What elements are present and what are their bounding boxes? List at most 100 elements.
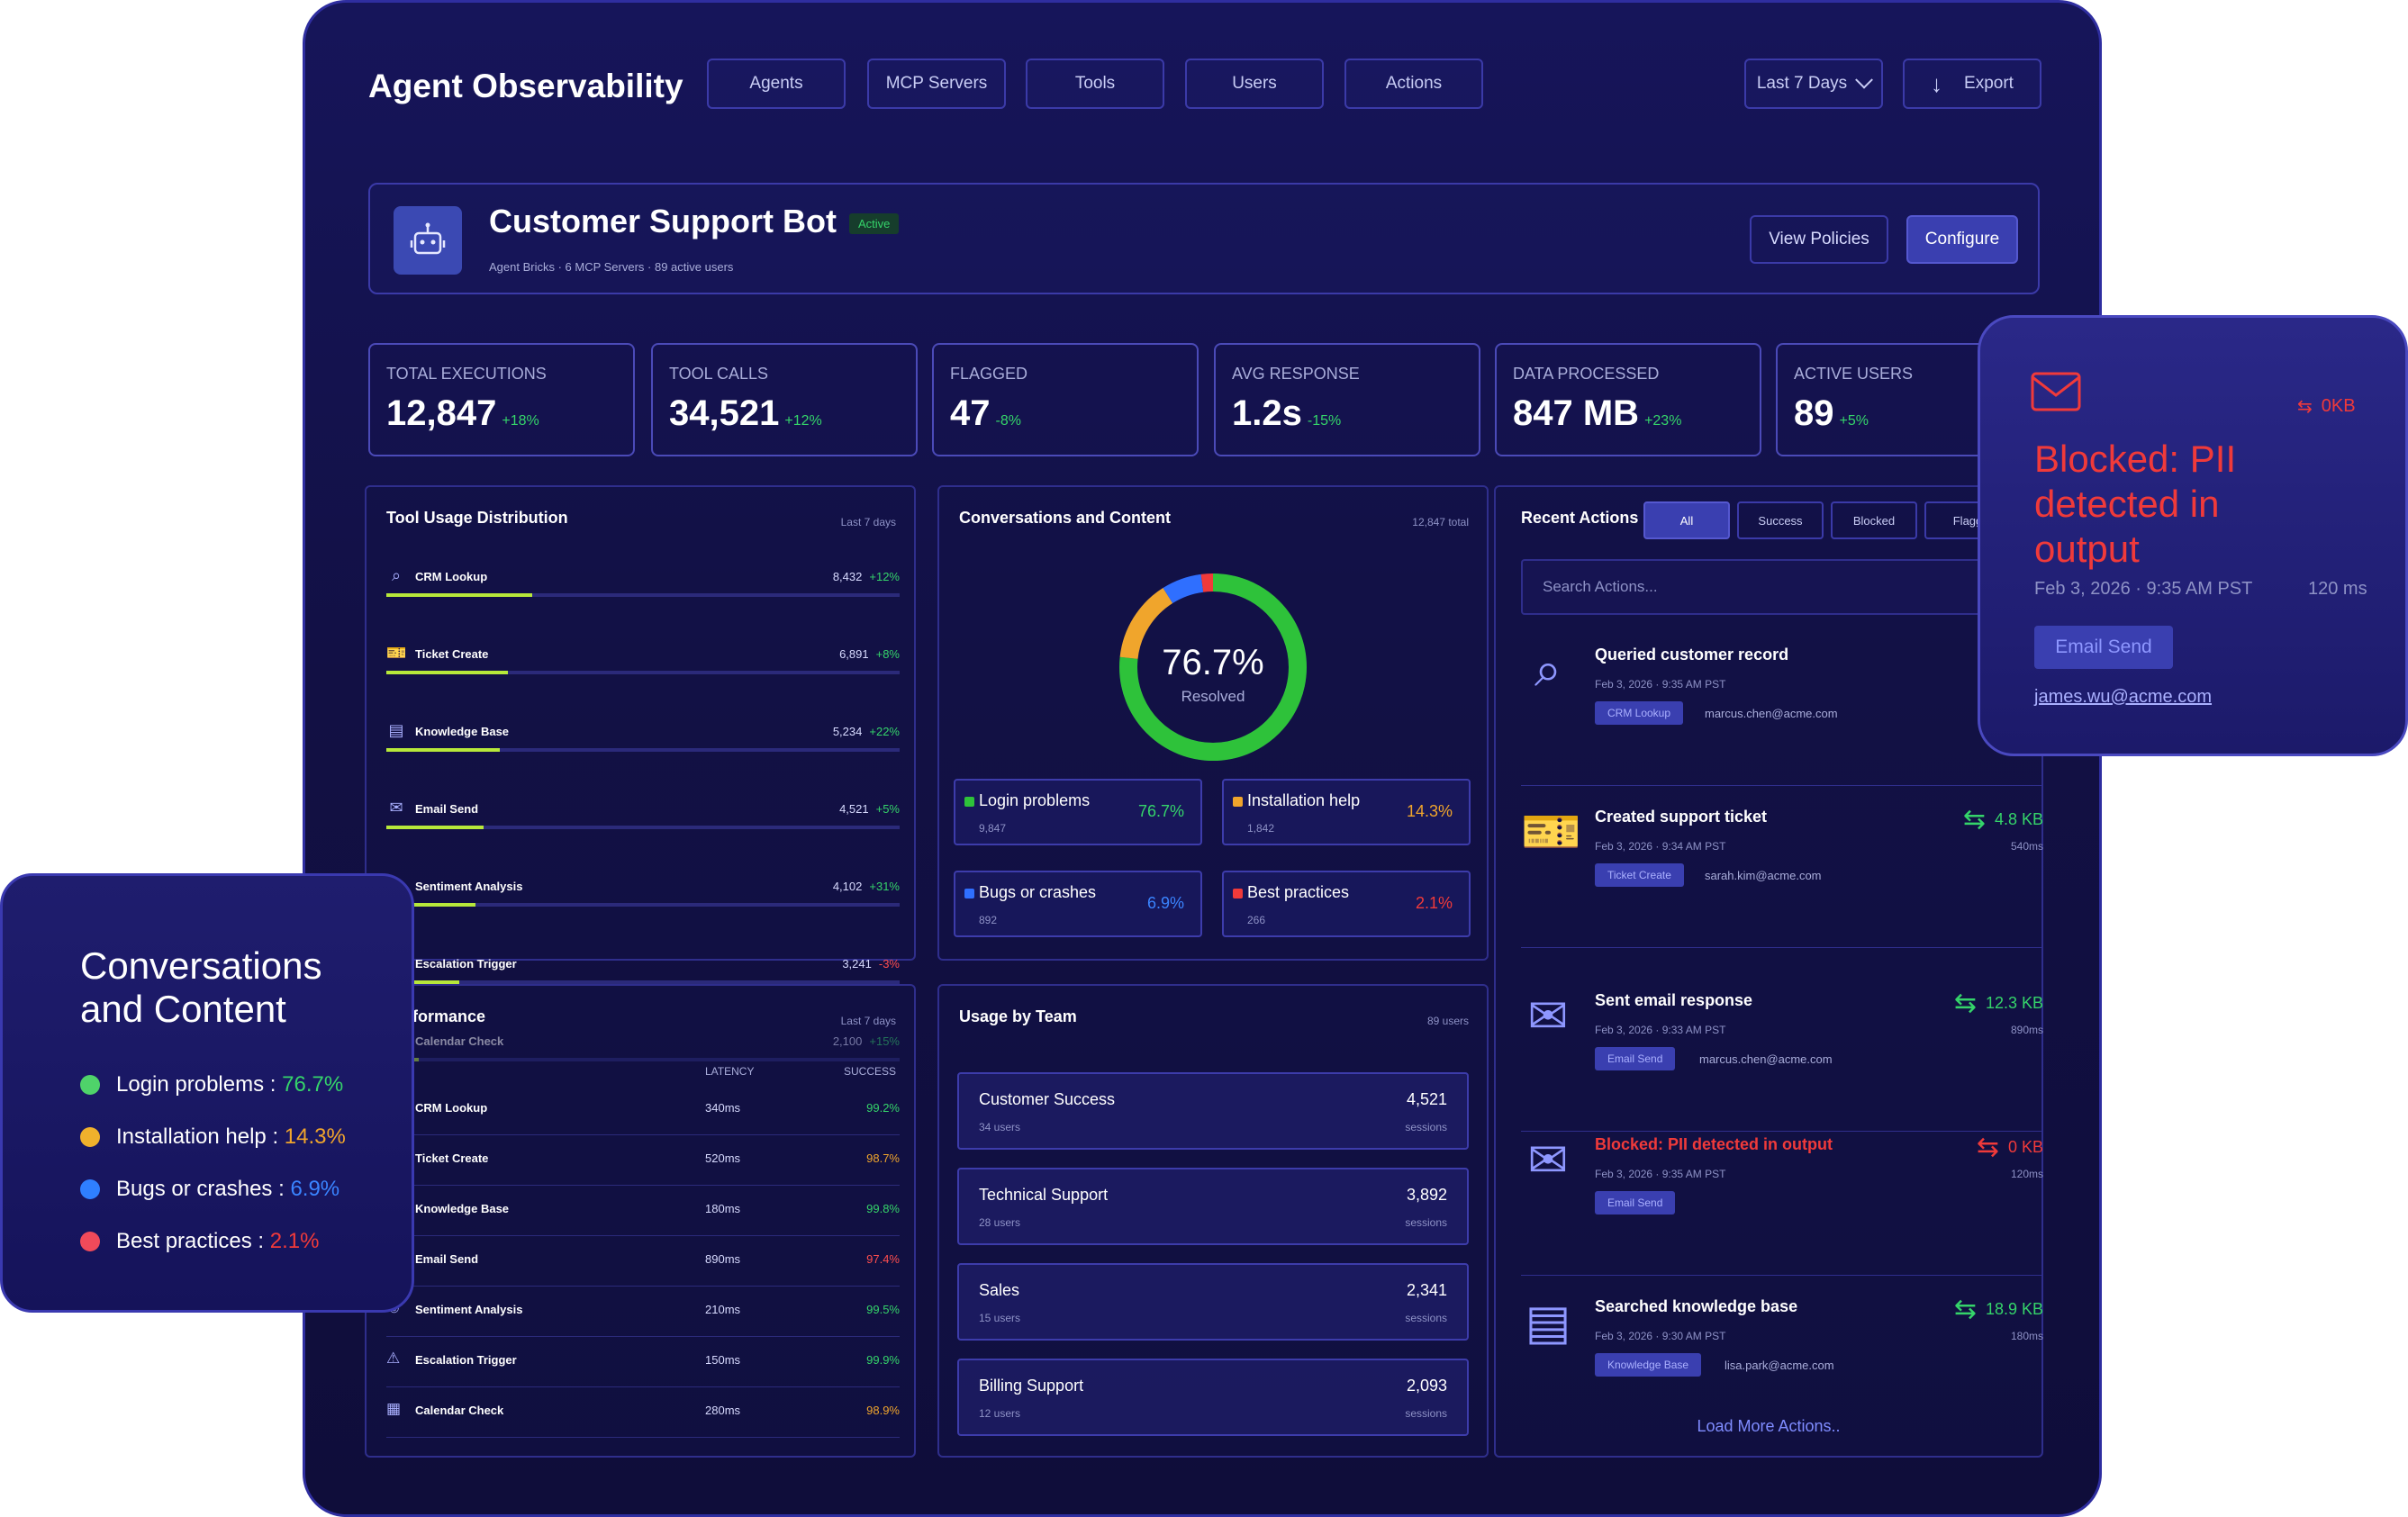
tool-count: 4,102 +31% bbox=[833, 880, 900, 893]
category-name: Bugs or crashes bbox=[979, 883, 1097, 901]
action-tool-tag[interactable]: Email Send bbox=[1595, 1191, 1676, 1215]
tool-count-value: 4,521 bbox=[839, 802, 869, 816]
team-card[interactable]: Technical Support 28 users 3,892 sessions bbox=[957, 1168, 1469, 1245]
tool-name: Ticket Create bbox=[415, 1151, 489, 1165]
filter-blocked-tab[interactable]: Blocked bbox=[1831, 501, 1917, 539]
category-card[interactable]: Best practices 266 2.1% bbox=[1222, 871, 1471, 937]
overlay-separator: : bbox=[264, 1072, 283, 1097]
filter-all-tab[interactable]: All bbox=[1643, 501, 1730, 539]
tool-latency: 520ms bbox=[705, 1151, 741, 1165]
search-icon: ⌕ bbox=[391, 566, 402, 584]
blocked-action-overlay: ⇆ 0KB Blocked: PII detected in output Fe… bbox=[1978, 315, 2408, 756]
overlay-category-percent: 2.1% bbox=[269, 1229, 320, 1253]
action-list-item[interactable]: 🎫 Created support ticket Feb 3, 2026 · 9:3… bbox=[1521, 786, 2043, 948]
tool-count-value: 8,432 bbox=[832, 570, 863, 583]
team-name: Sales bbox=[979, 1281, 1020, 1299]
metric-value: 12,847 bbox=[386, 393, 497, 433]
team-sessions-label: sessions bbox=[1405, 1312, 1447, 1324]
tool-name: Escalation Trigger bbox=[415, 957, 517, 971]
configure-button[interactable]: Configure bbox=[1906, 215, 2018, 264]
metric-total-executions: Total Executions 12,847 +18% bbox=[368, 343, 635, 456]
panel-total: 12,847 total bbox=[1412, 516, 1469, 528]
action-tool-tag[interactable]: Email Send bbox=[1595, 1047, 1676, 1070]
tool-latency: 890ms bbox=[705, 1252, 741, 1266]
tool-usage-row: ▤ Knowledge Base 5,234 +22% bbox=[386, 721, 900, 768]
export-button[interactable]: ↓ Export bbox=[1903, 59, 2041, 109]
action-data-size: ⇆ 0 KB bbox=[1977, 1132, 2043, 1163]
metric-value: 89 bbox=[1794, 393, 1834, 433]
blocked-user-link[interactable]: james.wu@acme.com bbox=[2034, 687, 2213, 707]
overlay-category-row: Installation help : 14.3% bbox=[80, 1124, 346, 1150]
swap-icon: ⇆ bbox=[1962, 805, 1986, 835]
metric-value: 1.2s bbox=[1232, 393, 1302, 433]
overlay-category-row: Best practices : 2.1% bbox=[80, 1229, 319, 1254]
agent-meta: Agent Bricks · 6 MCP Servers · 89 active… bbox=[489, 260, 734, 274]
overlay-category-name: Bugs or crashes bbox=[116, 1177, 273, 1201]
usage-bar-fill bbox=[386, 671, 508, 674]
tool-success-rate: 97.4% bbox=[866, 1252, 900, 1266]
blocked-time: Feb 3, 2026 · 9:35 AM PST bbox=[2034, 579, 2253, 599]
metric-value: 47 bbox=[950, 393, 991, 433]
action-tool-tag[interactable]: Ticket Create bbox=[1595, 863, 1684, 887]
book-icon: ▤ bbox=[388, 721, 404, 739]
metric-label: Active Users bbox=[1794, 365, 1914, 383]
action-user: marcus.chen@acme.com bbox=[1699, 1052, 1833, 1066]
nav-agents-button[interactable]: Agents bbox=[707, 59, 846, 109]
search-actions-input[interactable] bbox=[1523, 561, 2023, 613]
team-card[interactable]: Customer Success 34 users 4,521 sessions bbox=[957, 1072, 1469, 1150]
tool-name: Email Send bbox=[415, 802, 479, 816]
usage-bar-fill bbox=[386, 980, 459, 984]
overlay-title-line2: and Content bbox=[80, 988, 286, 1030]
action-tool-tag[interactable]: Knowledge Base bbox=[1595, 1353, 1702, 1377]
load-more-link[interactable]: Load More Actions.. bbox=[1697, 1417, 1841, 1435]
overlay-category-name: Login problems bbox=[116, 1072, 265, 1097]
tool-name: Sentiment Analysis bbox=[415, 880, 523, 893]
team-name: Billing Support bbox=[979, 1377, 1084, 1395]
category-card[interactable]: Login problems 9,847 76.7% bbox=[954, 779, 1202, 845]
nav-actions-button[interactable]: Actions bbox=[1344, 59, 1483, 109]
blocked-tool-tag[interactable]: Email Send bbox=[2034, 626, 2173, 669]
action-data-size: ⇆ 12.3 KB bbox=[1954, 988, 2043, 1019]
tool-usage-panel: Tool Usage Distribution Last 7 days ⌕ CRM… bbox=[365, 485, 916, 1061]
metric-change: +23% bbox=[1644, 413, 1682, 429]
tool-change: +8% bbox=[875, 647, 900, 661]
panel-title: Recent Actions bbox=[1521, 509, 1639, 527]
tool-success-rate: 99.9% bbox=[866, 1353, 900, 1367]
nav-tools-button[interactable]: Tools bbox=[1026, 59, 1164, 109]
filter-success-tab[interactable]: Success bbox=[1737, 501, 1824, 539]
action-list-item[interactable]: ✉ Blocked: PII detected in output Feb 3, 2… bbox=[1521, 1114, 2043, 1276]
date-range-select[interactable]: Last 7 Days bbox=[1744, 59, 1883, 109]
action-time: Feb 3, 2026 · 9:35 AM PST bbox=[1595, 678, 1726, 691]
category-percent: 14.3% bbox=[1406, 802, 1453, 820]
action-list-item[interactable]: ▤ Searched knowledge base Feb 3, 2026 · 9:… bbox=[1521, 1276, 2043, 1438]
nav-users-button[interactable]: Users bbox=[1185, 59, 1324, 109]
overlay-separator: : bbox=[266, 1124, 285, 1149]
team-card[interactable]: Billing Support 12 users 2,093 sessions bbox=[957, 1359, 1469, 1436]
resolution-donut-chart: 76.7% Resolved bbox=[1119, 573, 1307, 761]
nav-mcp-servers-button[interactable]: MCP Servers bbox=[867, 59, 1006, 109]
overlay-category-row: Login problems : 76.7% bbox=[80, 1072, 343, 1097]
overlay-category-percent: 76.7% bbox=[282, 1072, 344, 1097]
action-list-item[interactable]: ✉ Sent email response Feb 3, 2026 · 9:33 A… bbox=[1521, 970, 2043, 1132]
action-tool-tag[interactable]: CRM Lookup bbox=[1595, 701, 1684, 725]
view-policies-button[interactable]: View Policies bbox=[1750, 215, 1888, 264]
action-list-item[interactable]: ⌕ Queried customer record Feb 3, 2026 · 9:… bbox=[1521, 624, 2043, 786]
tool-latency: 280ms bbox=[705, 1404, 741, 1417]
usage-bar-track bbox=[386, 903, 900, 907]
action-size-value: 0 KB bbox=[2007, 1138, 2043, 1156]
category-card[interactable]: Installation help 1,842 14.3% bbox=[1222, 779, 1471, 845]
team-card[interactable]: Sales 15 users 2,341 sessions bbox=[957, 1263, 1469, 1341]
search-actions-field[interactable] bbox=[1521, 559, 2025, 615]
panel-range: Last 7 days bbox=[840, 1015, 896, 1027]
usage-bar-fill bbox=[386, 593, 532, 597]
latency-header: LATENCY bbox=[705, 1065, 755, 1078]
category-card[interactable]: Bugs or crashes 892 6.9% bbox=[954, 871, 1202, 937]
category-count: 9,847 bbox=[979, 822, 1007, 835]
blocked-size: ⇆ 0KB bbox=[2297, 395, 2356, 418]
team-sessions: 3,892 bbox=[1406, 1186, 1447, 1204]
agent-name: Customer Support Bot bbox=[489, 203, 837, 239]
conversations-panel: Conversations and Content 12,847 total 7… bbox=[937, 485, 1489, 961]
overlay-separator: : bbox=[251, 1229, 270, 1253]
